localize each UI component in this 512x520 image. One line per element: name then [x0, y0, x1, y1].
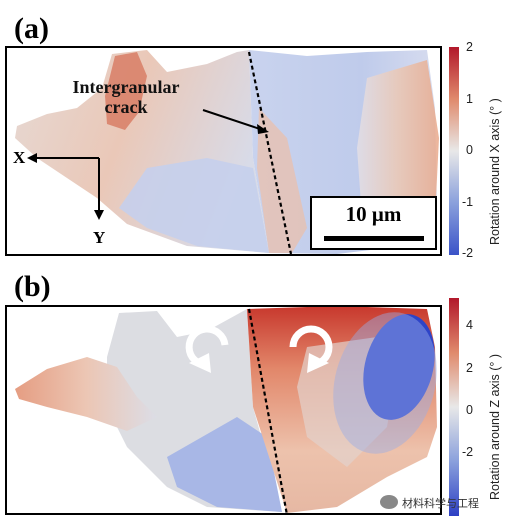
annotation-crack: crack	[104, 97, 148, 117]
colorbar-a-tick: -2	[462, 246, 474, 260]
deep-blue-region	[363, 314, 435, 420]
left-tail	[15, 357, 157, 431]
annotation-arrow	[202, 109, 264, 131]
panel-b-map	[5, 305, 442, 515]
colorbar-a-tick: 1	[466, 92, 473, 106]
scale-bar-box: 10 μm	[310, 196, 437, 250]
watermark-text: 材料科学与工程	[402, 497, 479, 510]
annotation-intergranular: Intergranular	[72, 77, 180, 97]
colorbar-b-tick: -2	[462, 445, 474, 459]
blue-subgrain	[167, 417, 282, 512]
colorbar-a	[449, 47, 459, 255]
scale-bar-label: 10 μm	[345, 202, 402, 226]
colorbar-b-tick: 4	[466, 318, 473, 332]
colorbar-a-tick: 0	[466, 143, 473, 157]
axis-x-label: X	[13, 148, 26, 167]
blue-subgrain	[119, 158, 269, 253]
watermark-icon	[380, 495, 398, 509]
colorbar-b-tick: 0	[466, 403, 473, 417]
colorbar-b-tick: 2	[466, 361, 473, 375]
panel-a-map: Intergranular crack X Y 10 μm	[5, 46, 442, 256]
panel-a-label: (a)	[14, 12, 49, 45]
colorbar-a-tick: 2	[466, 40, 473, 54]
axis-y-label: Y	[93, 228, 106, 247]
crack-edge-region	[257, 108, 307, 253]
colorbar-a-label: Rotation around X axis (° )	[488, 98, 502, 245]
panel-b-orientation-map	[15, 307, 437, 513]
colorbar-b-label: Rotation around Z axis (° )	[488, 353, 502, 500]
colorbar-a-tick: -1	[462, 195, 474, 209]
scale-bar	[324, 236, 424, 241]
colorbar-b	[449, 298, 459, 516]
crack-line	[247, 51, 293, 254]
panel-b-label: (b)	[14, 270, 51, 303]
red-subgrain	[105, 52, 147, 130]
